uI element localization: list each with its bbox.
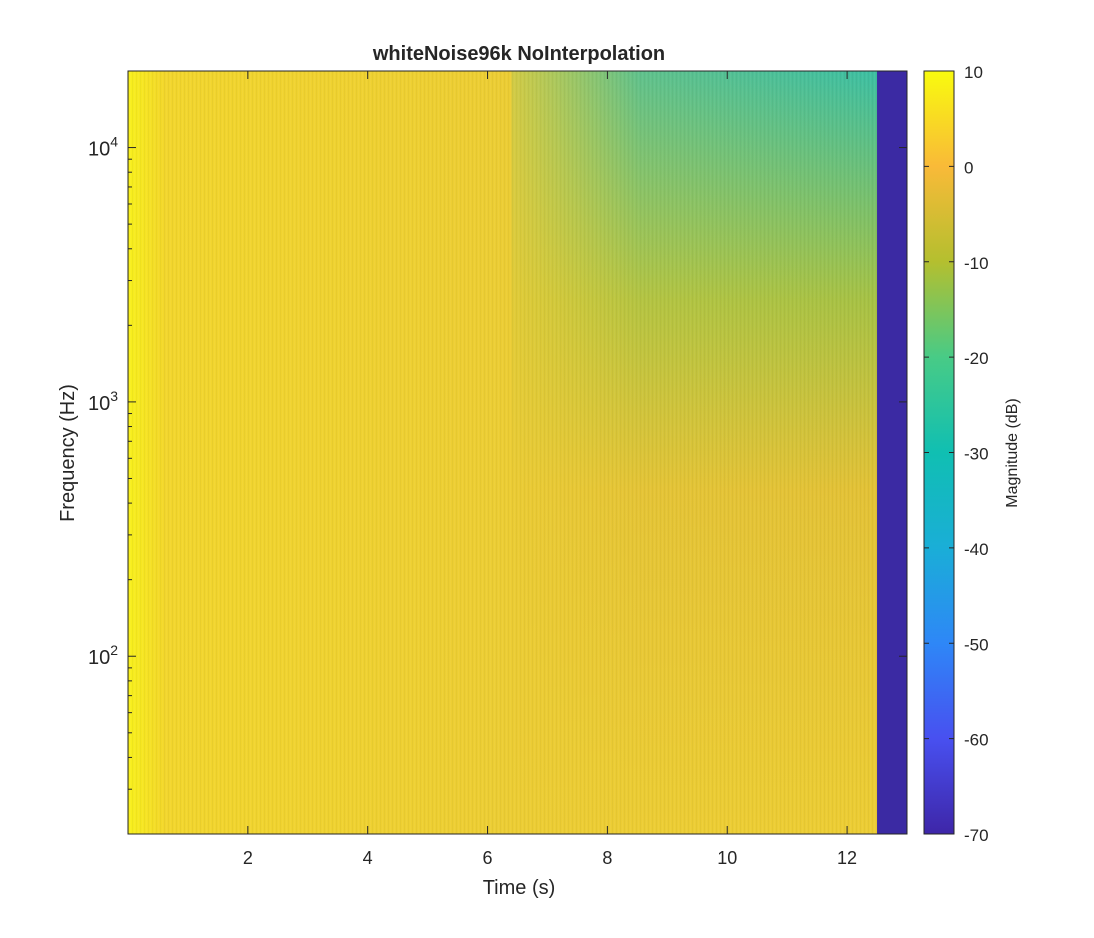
heatmap-texture bbox=[128, 71, 878, 834]
colorbar-tick-label: -70 bbox=[964, 826, 989, 845]
colorbar-tick-label: -40 bbox=[964, 540, 989, 559]
chart-title: whiteNoise96k NoInterpolation bbox=[372, 43, 665, 65]
x-tick-label: 10 bbox=[717, 848, 737, 868]
x-axis: 2 4 6 8 10 12 bbox=[243, 71, 857, 868]
heatmap-region bbox=[877, 71, 907, 834]
x-tick-label: 8 bbox=[602, 848, 612, 868]
colorbar: 10 0 -10 -20 -30 -40 -50 -60 -70 Magnitude (dB) bbox=[923, 63, 1021, 845]
x-tick-label: 6 bbox=[483, 848, 493, 868]
colorbar-tick-label: -20 bbox=[964, 349, 989, 368]
colorbar-tick-label: 10 bbox=[964, 63, 983, 82]
x-axis-label: Time (s) bbox=[483, 877, 556, 899]
colorbar-ticks: 10 0 -10 -20 -30 -40 -50 -60 -70 bbox=[924, 63, 989, 845]
x-tick-label: 12 bbox=[837, 848, 857, 868]
colorbar-tick-label: -30 bbox=[964, 445, 989, 464]
y-axis-label: Frequency (Hz) bbox=[57, 384, 79, 522]
y-tick-label: 102 bbox=[88, 642, 118, 669]
plot-area bbox=[128, 71, 907, 834]
x-tick-label: 4 bbox=[363, 848, 373, 868]
y-tick-label: 104 bbox=[88, 134, 118, 161]
plot-frame bbox=[127, 70, 908, 835]
colorbar-tick-label: -10 bbox=[964, 254, 989, 273]
x-tick-label: 2 bbox=[243, 848, 253, 868]
colorbar-tick-label: -60 bbox=[964, 731, 989, 750]
colorbar-tick-label: 0 bbox=[964, 158, 973, 177]
colorbar-label: Magnitude (dB) bbox=[1004, 398, 1021, 507]
y-tick-label: 103 bbox=[88, 388, 118, 415]
y-axis: 102 103 104 bbox=[88, 70, 907, 835]
colorbar-tick-label: -50 bbox=[964, 635, 989, 654]
